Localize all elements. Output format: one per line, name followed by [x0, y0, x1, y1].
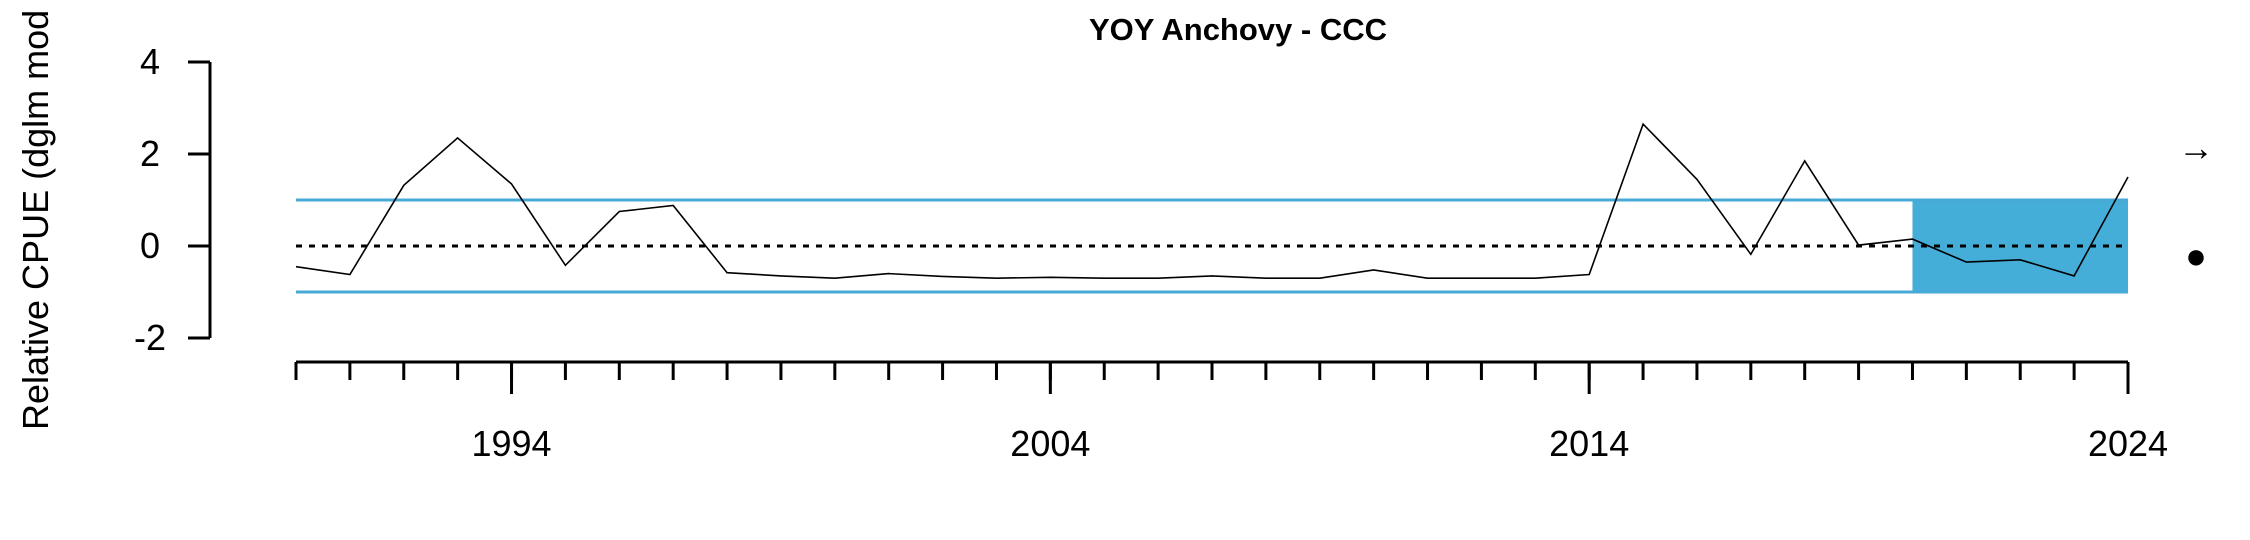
y-tick-label: 0 [140, 225, 160, 266]
x-tick-label: 1994 [471, 423, 551, 464]
trend-arrow-symbol: → [2178, 127, 2214, 168]
x-tick-label: 2024 [2088, 423, 2168, 464]
x-tick-label: 2014 [1549, 423, 1629, 464]
y-tick-label: -2 [134, 317, 166, 358]
y-tick-label: 4 [140, 41, 160, 82]
plot-area: -2 0 2 4 1994 2004 2014 2024 [134, 41, 2168, 464]
x-tick-label: 2004 [1010, 423, 1090, 464]
y-axis-label: Relative CPUE (dglm mod [15, 10, 56, 430]
status-dot-symbol: ● [2185, 235, 2207, 276]
chart-title: YOY Anchovy - CCC [1089, 12, 1387, 47]
y-tick-label: 2 [140, 133, 160, 174]
data-series-line [295, 122, 2129, 280]
